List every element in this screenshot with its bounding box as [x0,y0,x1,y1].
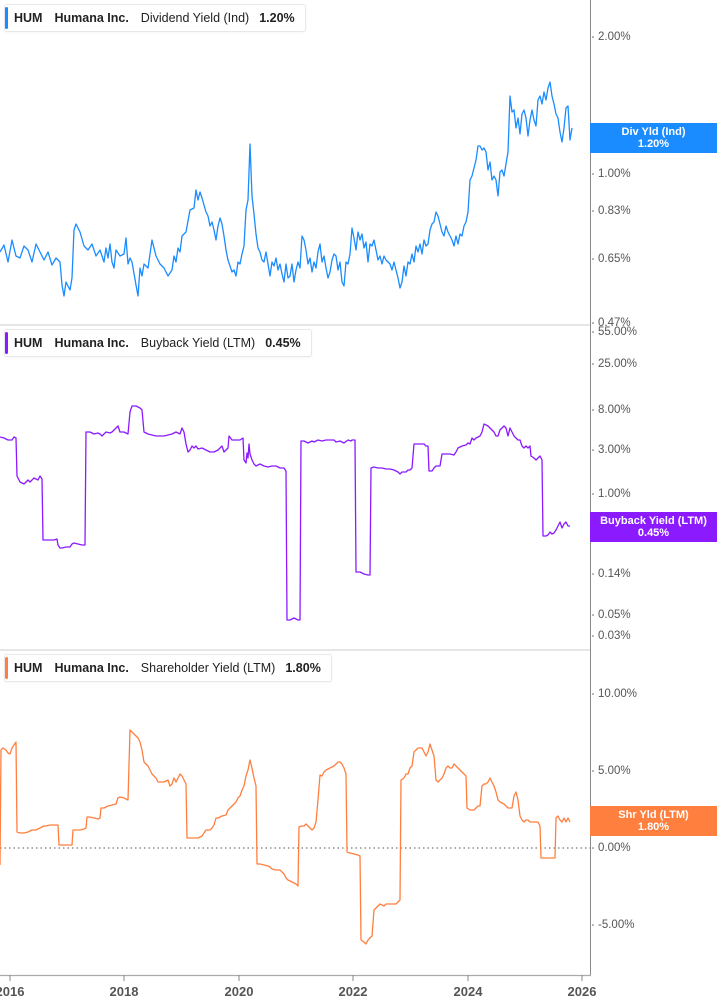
y-tick-label: 3.00% [598,444,631,456]
y-tick-label: 2.00% [598,31,631,43]
legend-metric: Dividend Yield (Ind) [140,11,250,25]
legend-company: Humana Inc. [54,661,129,675]
x-axis-ticks [9,975,583,981]
legend-dividend-yield[interactable]: HUM Humana Inc. Dividend Yield (Ind) 1.2… [4,4,306,32]
legend-company: Humana Inc. [54,336,129,350]
series-color-marker [5,7,8,29]
x-tick-label: 2022 [338,984,368,999]
legend-ticker: HUM [14,336,43,350]
series-color-marker [5,657,8,679]
tag-value: 1.80% [637,821,670,833]
y-tick-label: 55.00% [598,326,638,338]
x-tick-label: 2018 [109,984,139,999]
x-tick-label: 2020 [224,984,254,999]
series-color-marker [5,332,8,354]
x-tick-label: 2016 [0,984,25,999]
y-tick-label: 0.03% [598,630,631,642]
y-tick-label: 5.00% [598,765,631,777]
tag-label: Shr Yld (LTM) [618,809,689,821]
tag-label: Div Yld (Ind) [621,126,686,138]
y-tick-label: 8.00% [598,404,631,416]
y-tick-label: 0.14% [598,568,631,580]
legend-metric: Buyback Yield (LTM) [140,336,256,350]
y-tick-label: -5.00% [598,919,635,931]
y-tick-label: 1.00% [598,488,631,500]
legend-value: 0.45% [265,336,301,350]
y-tick-label: 0.05% [598,609,631,621]
legend-value: 1.20% [259,11,295,25]
buyback-yield-value-tag: Buyback Yield (LTM) 0.45% [590,512,717,542]
legend-ticker: HUM [14,661,43,675]
legend-buyback-yield[interactable]: HUM Humana Inc. Buyback Yield (LTM) 0.45… [4,329,312,357]
y-tick-label: 0.83% [598,205,631,217]
tag-value: 0.45% [637,527,670,539]
dividend-yield-value-tag: Div Yld (Ind) 1.20% [590,123,717,153]
y-tick-label: 10.00% [598,688,638,700]
shareholder-yield-value-tag: Shr Yld (LTM) 1.80% [590,806,717,836]
y-tick-label: 0.47% [598,317,631,329]
legend-company: Humana Inc. [54,11,129,25]
legend-ticker: HUM [14,11,43,25]
y-tick-label: 25.00% [598,358,638,370]
legend-metric: Shareholder Yield (LTM) [140,661,276,675]
shareholder-yield-line [0,729,571,945]
tag-label: Buyback Yield (LTM) [600,515,707,527]
tag-value: 1.20% [637,138,670,150]
y-tick-label: 0.00% [598,842,631,854]
buyback-yield-line [0,405,570,621]
x-tick-label: 2024 [453,984,483,999]
x-tick-label: 2026 [567,984,597,999]
y-tick-label: 1.00% [598,168,631,180]
y-tick-label: 0.65% [598,253,631,265]
legend-shareholder-yield[interactable]: HUM Humana Inc. Shareholder Yield (LTM) … [4,654,332,682]
dividend-yield-line [0,81,573,297]
y-axis-ticks [592,36,594,926]
legend-value: 1.80% [285,661,321,675]
